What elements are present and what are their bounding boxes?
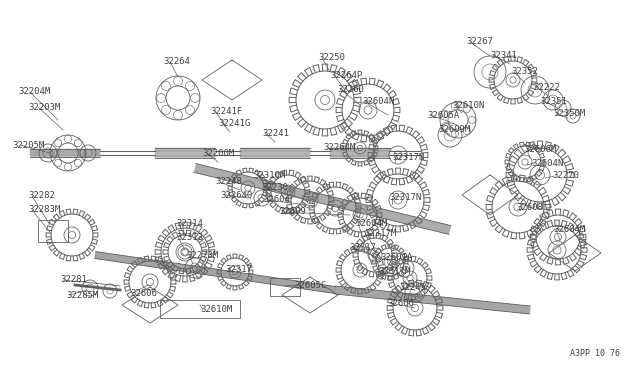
Text: 32248: 32248 (215, 177, 242, 186)
Text: 32317M: 32317M (364, 230, 396, 238)
Text: 32264Q: 32264Q (220, 190, 252, 199)
Text: 32608: 32608 (516, 202, 543, 212)
Text: 32204M: 32204M (18, 87, 51, 96)
Text: 32317: 32317 (349, 244, 376, 253)
Text: 32610M: 32610M (200, 305, 232, 314)
Text: 32317: 32317 (225, 264, 252, 273)
Text: 32601A: 32601A (380, 253, 412, 263)
Text: 32317M: 32317M (378, 266, 410, 276)
Text: 32200M: 32200M (202, 148, 234, 157)
Text: 32250: 32250 (318, 54, 345, 62)
Text: 32606: 32606 (130, 289, 157, 298)
Text: 32245: 32245 (399, 283, 426, 292)
Text: 32241G: 32241G (218, 119, 250, 128)
Text: 32273M: 32273M (186, 250, 218, 260)
Text: 32281: 32281 (60, 276, 87, 285)
Text: 32267: 32267 (466, 38, 493, 46)
Text: 32605C: 32605C (294, 280, 326, 289)
Text: 32203M: 32203M (28, 103, 60, 112)
Text: 32604N: 32604N (531, 158, 563, 167)
Text: 32606M: 32606M (524, 145, 556, 154)
Text: A3PP 10 76: A3PP 10 76 (570, 349, 620, 358)
Text: 32230: 32230 (261, 183, 288, 192)
Text: 32352: 32352 (511, 67, 538, 77)
Text: 32317N: 32317N (389, 193, 421, 202)
Text: 32604: 32604 (263, 196, 290, 205)
Text: 32260: 32260 (337, 84, 364, 93)
Text: 32310M: 32310M (253, 170, 285, 180)
Text: 32264M: 32264M (323, 144, 355, 153)
Text: 32264P: 32264P (330, 71, 362, 80)
Text: 32241F: 32241F (210, 106, 243, 115)
Text: 32317N: 32317N (392, 153, 424, 161)
Text: 32610N: 32610N (452, 100, 484, 109)
Text: 32205M: 32205M (12, 141, 44, 150)
Text: 32350M: 32350M (553, 109, 585, 119)
Text: 32264: 32264 (163, 58, 190, 67)
Text: 32609: 32609 (279, 208, 306, 217)
Text: 32604M: 32604M (355, 218, 387, 228)
Bar (270, 278, 300, 296)
Text: 32604M: 32604M (553, 225, 585, 234)
Bar (38, 220, 68, 242)
Text: 32609M: 32609M (438, 125, 470, 134)
Bar (160, 300, 240, 318)
Text: 32285M: 32285M (66, 291, 99, 299)
Text: 32600: 32600 (387, 298, 414, 308)
Text: 32341: 32341 (490, 51, 517, 60)
Text: 32314: 32314 (176, 218, 203, 228)
Text: 32351: 32351 (540, 96, 567, 106)
Text: 32605A: 32605A (427, 110, 460, 119)
Text: 32270: 32270 (552, 171, 579, 180)
Text: 32312: 32312 (176, 232, 203, 241)
Text: 32222: 32222 (533, 83, 560, 92)
Text: 32282: 32282 (28, 192, 55, 201)
Text: 32283M: 32283M (28, 205, 60, 215)
Text: 32241: 32241 (262, 128, 289, 138)
Text: 32604N: 32604N (362, 97, 394, 106)
